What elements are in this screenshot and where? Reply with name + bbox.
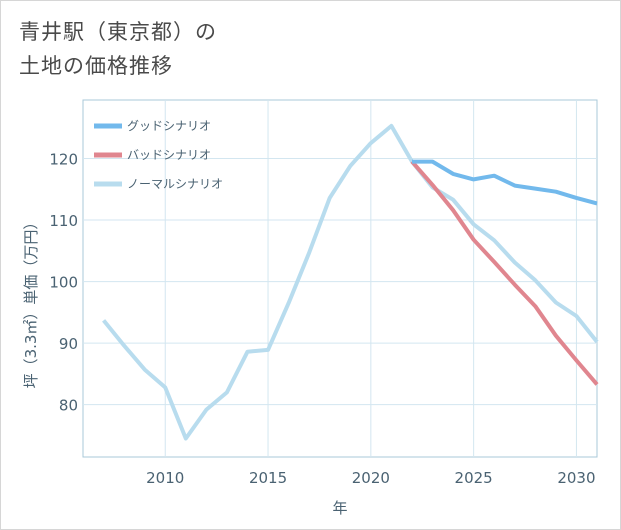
x-tick-label: 2015: [249, 469, 287, 487]
y-tick-label: 100: [49, 274, 78, 292]
x-tick-label: 2020: [352, 469, 390, 487]
y-axis-label: 坪（3.3㎡）単価（万円）: [22, 215, 40, 389]
x-tick-label: 2030: [557, 469, 595, 487]
series-lines: [102, 123, 599, 441]
series-line-2: [102, 123, 599, 441]
x-axis-label: 年: [332, 499, 347, 517]
chart-title: 青井駅（東京都）の 土地の価格推移: [19, 15, 217, 83]
plot-frame: [82, 99, 598, 458]
grid: [82, 99, 598, 458]
legend-label-0: グッドシナリオ: [127, 119, 211, 133]
x-tick-label: 2010: [146, 469, 184, 487]
y-tick-label: 80: [59, 397, 78, 415]
series-line-1: [410, 160, 599, 386]
legend-label-2: ノーマルシナリオ: [127, 177, 223, 191]
legend-label-1: バッドシナリオ: [127, 148, 211, 162]
y-tick-label: 90: [59, 335, 78, 353]
series-line-0: [412, 159, 598, 206]
y-tick-label: 110: [49, 212, 78, 230]
x-tick-label: 2025: [455, 469, 493, 487]
title-line-2: 土地の価格推移: [19, 54, 173, 78]
title-line-1: 青井駅（東京都）の: [19, 20, 217, 44]
y-tick-label: 120: [49, 150, 78, 168]
tick-labels: 2010 2015 2020 2025 2030 80 90 100 110 120: [49, 150, 595, 487]
